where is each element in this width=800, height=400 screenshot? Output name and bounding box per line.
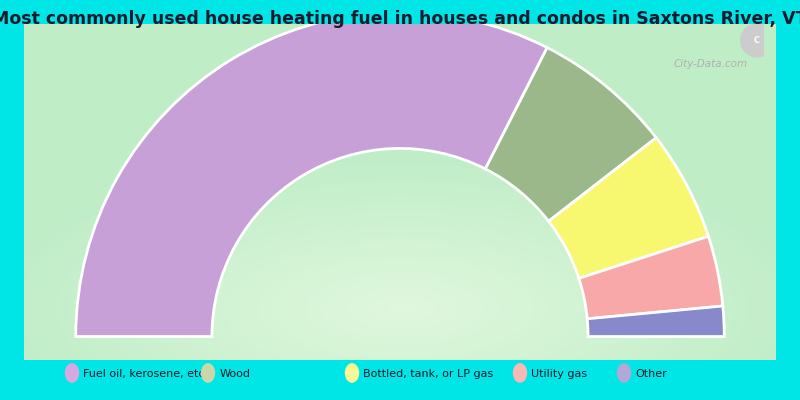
Ellipse shape — [65, 363, 79, 383]
Wedge shape — [76, 12, 547, 336]
Wedge shape — [486, 48, 656, 221]
Circle shape — [741, 24, 774, 57]
Text: C: C — [754, 36, 760, 45]
Text: City-Data.com: City-Data.com — [674, 59, 748, 69]
Text: Utility gas: Utility gas — [531, 369, 587, 379]
Ellipse shape — [617, 363, 631, 383]
Text: Other: Other — [635, 369, 667, 379]
Ellipse shape — [201, 363, 215, 383]
Text: Most commonly used house heating fuel in houses and condos in Saxtons River, VT: Most commonly used house heating fuel in… — [0, 10, 800, 28]
Wedge shape — [549, 138, 708, 278]
Text: Bottled, tank, or LP gas: Bottled, tank, or LP gas — [363, 369, 494, 379]
Text: Fuel oil, kerosene, etc.: Fuel oil, kerosene, etc. — [83, 369, 208, 379]
Text: Wood: Wood — [219, 369, 250, 379]
Wedge shape — [579, 236, 723, 319]
Ellipse shape — [345, 363, 359, 383]
Ellipse shape — [513, 363, 527, 383]
Wedge shape — [587, 306, 724, 336]
